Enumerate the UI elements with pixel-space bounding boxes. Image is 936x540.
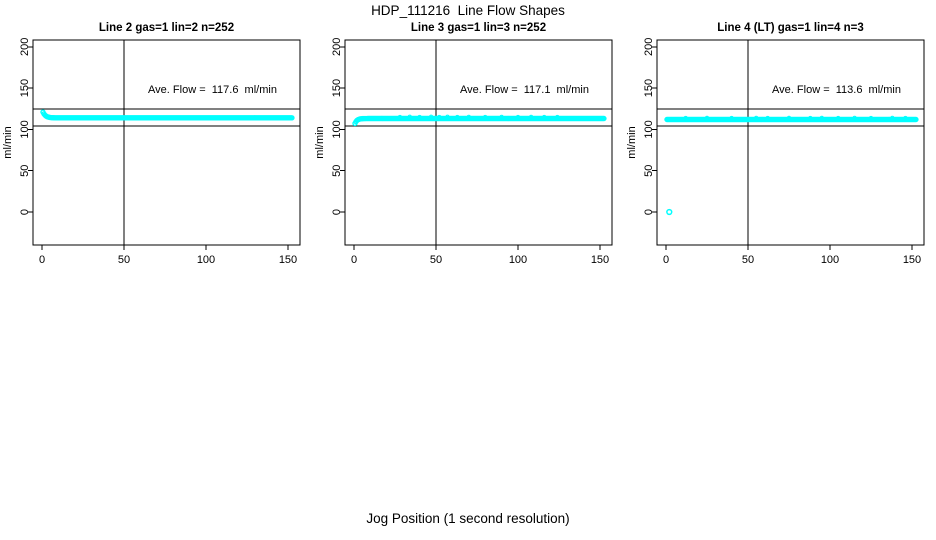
svg-text:0: 0 xyxy=(643,209,655,215)
plot-line-4-lt: 0 50 100 150 0 50 100 150 200 ml/min xyxy=(626,38,925,266)
panel-line-4-lt: 0 50 100 150 0 50 100 150 200 ml/min Line 4 (LT) … xyxy=(624,0,936,270)
svg-text:200: 200 xyxy=(643,38,655,56)
ave-flow-annotation-line-4-lt: Ave. Flow = 113.6 ml/min xyxy=(772,84,901,96)
svg-text:0: 0 xyxy=(39,254,45,266)
svg-text:ml/min: ml/min xyxy=(626,126,638,158)
svg-text:0: 0 xyxy=(19,209,31,215)
plot-line-2: 0 50 100 150 0 50 100 150 200 ml/min xyxy=(2,38,301,266)
svg-text:150: 150 xyxy=(643,79,655,97)
svg-text:50: 50 xyxy=(643,165,655,177)
svg-text:100: 100 xyxy=(509,254,527,266)
svg-text:100: 100 xyxy=(19,120,31,138)
panel-title-line-3: Line 3 gas=1 lin=3 n=252 xyxy=(410,22,547,34)
svg-text:ml/min: ml/min xyxy=(314,126,326,158)
svg-text:50: 50 xyxy=(331,165,343,177)
ave-flow-annotation-line-3: Ave. Flow = 117.1 ml/min xyxy=(460,84,589,96)
ave-flow-annotation-line-2: Ave. Flow = 117.6 ml/min xyxy=(148,84,277,96)
svg-text:50: 50 xyxy=(19,165,31,177)
svg-text:100: 100 xyxy=(643,120,655,138)
svg-text:150: 150 xyxy=(279,254,297,266)
plot-line-3: 0 50 100 150 0 50 100 150 200 ml/min xyxy=(314,38,613,266)
figure-title: HDP_111216 Line Flow Shapes xyxy=(371,3,565,18)
panel-title-line-4-lt: Line 4 (LT) gas=1 lin=4 n=3 xyxy=(717,22,864,34)
svg-text:200: 200 xyxy=(331,38,343,56)
svg-text:150: 150 xyxy=(591,254,609,266)
svg-text:0: 0 xyxy=(331,209,343,215)
svg-text:ml/min: ml/min xyxy=(2,126,14,158)
svg-text:100: 100 xyxy=(197,254,215,266)
svg-text:150: 150 xyxy=(331,79,343,97)
svg-text:50: 50 xyxy=(430,254,442,266)
panel-title-line-2: Line 2 gas=1 lin=2 n=252 xyxy=(98,22,235,34)
svg-text:100: 100 xyxy=(331,120,343,138)
svg-text:50: 50 xyxy=(742,254,754,266)
svg-text:50: 50 xyxy=(118,254,130,266)
svg-text:150: 150 xyxy=(19,79,31,97)
svg-text:100: 100 xyxy=(821,254,839,266)
panel-line-2: 0 50 100 150 0 50 100 150 200 ml/min Line 2 gas=1… xyxy=(0,0,312,270)
x-axis-label: Jog Position (1 second resolution) xyxy=(366,511,570,526)
svg-text:150: 150 xyxy=(903,254,921,266)
panel-line-3: 0 50 100 150 0 50 100 150 200 ml/min Line 3 gas=1… xyxy=(312,0,624,270)
panels-row: 0 50 100 150 0 50 100 150 200 ml/min Line 2 gas=1… xyxy=(0,0,936,270)
svg-text:200: 200 xyxy=(19,38,31,56)
svg-text:0: 0 xyxy=(351,254,357,266)
svg-text:0: 0 xyxy=(663,254,669,266)
